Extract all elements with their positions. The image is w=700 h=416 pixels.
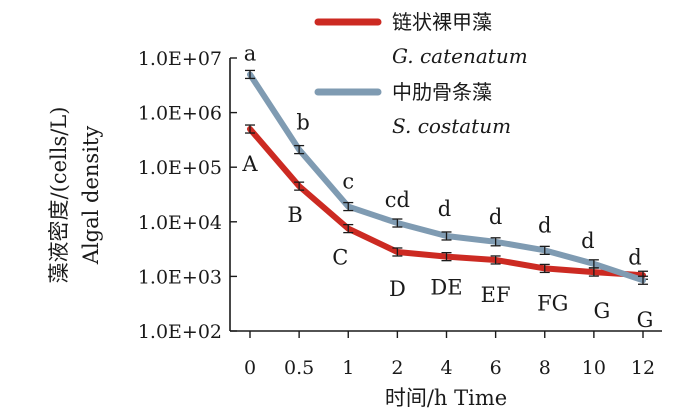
- x-tick-label: 6: [490, 357, 502, 379]
- x-tick-label: 0: [244, 357, 256, 379]
- sig-label-scostatum: b: [296, 111, 309, 135]
- sig-label-gcatenatum: G: [593, 299, 610, 323]
- y-tick-label: 1.0E+02: [138, 321, 222, 343]
- sig-label-scostatum: a: [244, 41, 257, 65]
- x-tick-label: 8: [539, 357, 551, 379]
- sig-label-scostatum: d: [581, 229, 594, 253]
- sig-label-scostatum: d: [628, 245, 641, 269]
- x-tick-label: 0.5: [284, 357, 314, 379]
- sig-label-gcatenatum: B: [287, 203, 302, 227]
- x-tick-label: 2: [391, 357, 403, 379]
- y-tick-label: 1.0E+04: [138, 212, 222, 234]
- x-tick-label: 4: [440, 357, 452, 379]
- x-axis-title: 时间/h Time: [385, 386, 507, 410]
- sig-label-gcatenatum: C: [332, 246, 348, 270]
- sig-label-gcatenatum: EF: [481, 283, 511, 307]
- y-tick-label: 1.0E+06: [138, 103, 222, 125]
- legend-latin-gcatenatum: G. catenatum: [392, 44, 528, 68]
- sig-label-scostatum: c: [342, 170, 354, 194]
- legend-label-scostatum: 中肋骨条藻: [392, 80, 492, 104]
- y-tick-label: 1.0E+03: [138, 266, 222, 288]
- legend: 链状裸甲藻 G. catenatum 中肋骨条藻 S. costatum: [314, 10, 528, 138]
- y-tick-label: 1.0E+07: [138, 48, 222, 70]
- legend-label-gcatenatum: 链状裸甲藻: [392, 10, 492, 34]
- sig-label-scostatum: d: [489, 205, 502, 229]
- sig-label-scostatum: d: [538, 213, 551, 237]
- y-axis-title-en: Algal density: [79, 126, 103, 266]
- x-tick-label: 10: [582, 357, 606, 379]
- sig-label-scostatum: cd: [385, 188, 410, 212]
- sig-label-gcatenatum: DE: [430, 276, 462, 300]
- sig-label-scostatum: d: [438, 197, 451, 221]
- sig-label-gcatenatum: D: [389, 277, 406, 301]
- y-tick-label: 1.0E+05: [138, 157, 222, 179]
- sig-label-gcatenatum: G: [637, 308, 654, 332]
- x-tick-label: 1: [342, 357, 354, 379]
- x-tick-label: 12: [631, 357, 655, 379]
- y-axis-title-cn: 藻液密度/(cells/L): [47, 107, 71, 284]
- legend-latin-scostatum: S. costatum: [392, 114, 511, 138]
- sig-label-gcatenatum: FG: [537, 291, 568, 315]
- sig-label-gcatenatum: A: [241, 152, 258, 176]
